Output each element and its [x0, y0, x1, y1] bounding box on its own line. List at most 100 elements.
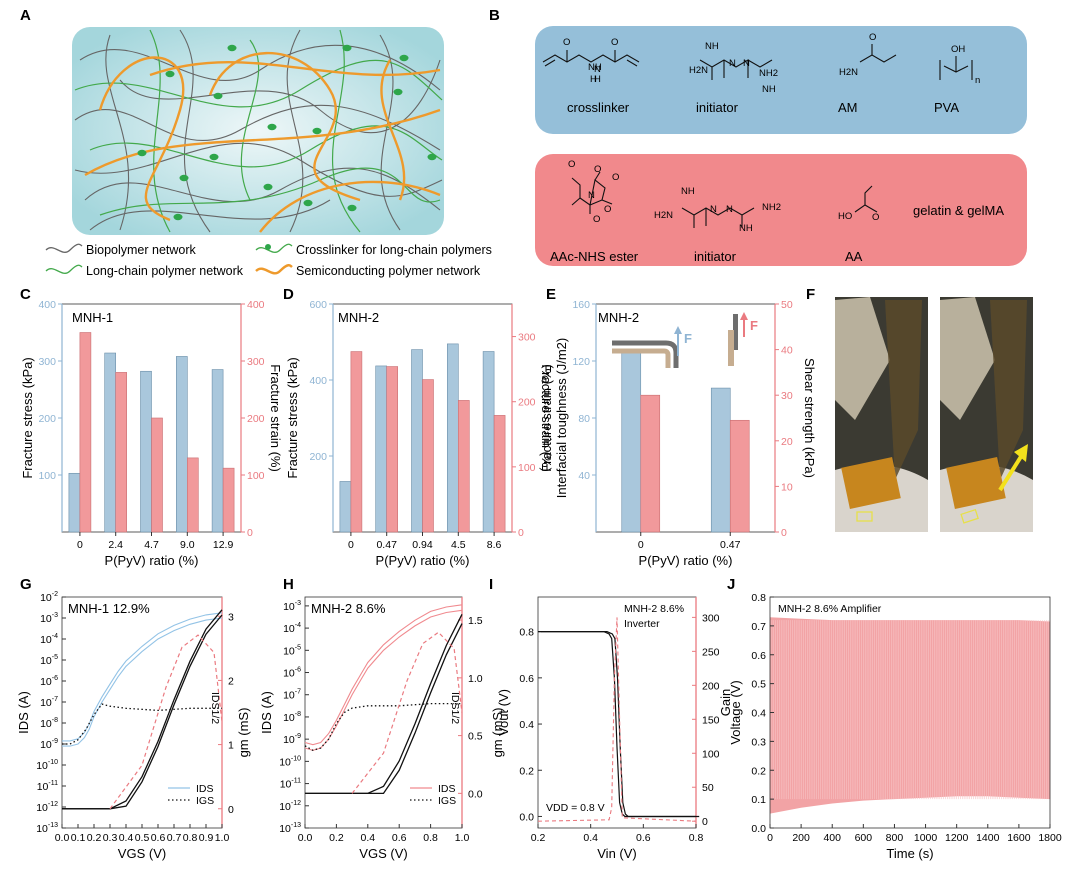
crosslinker-node [213, 92, 223, 100]
photo-bright-area [835, 297, 890, 420]
legend-swatch-long-chain [45, 264, 83, 274]
atom-label: H2N [654, 210, 673, 221]
x-tick-label: 0.47 [720, 539, 741, 551]
tick-exponent: -2 [52, 591, 58, 598]
atom-label: NH [739, 223, 753, 234]
y-tick-label-right: 300 [518, 332, 536, 344]
y-tick-label-left: 0.0 [519, 811, 534, 823]
y-tick-label-left: 10-9 [283, 733, 301, 746]
bar-right [79, 332, 92, 533]
x-tick-label: 0.2 [531, 832, 546, 844]
photo-highlight-box [960, 508, 979, 524]
bar-right [422, 379, 434, 533]
reagent-box-red [535, 154, 1027, 266]
y-axis-label-right: Fracture strain (%) [268, 364, 283, 472]
chart-title: MNH-1 12.9% [68, 601, 150, 616]
biopolymer-strand [89, 199, 331, 231]
x-tick-label: 0.7 [167, 832, 182, 844]
reagent-label: gelatin & gelMA [913, 203, 1004, 218]
y-tick-label-left: 10-6 [283, 667, 301, 680]
tick-exponent: -8 [52, 717, 58, 724]
x-axis-label: P(PyV) ratio (%) [376, 553, 470, 568]
x-tick-label: 12.9 [213, 539, 234, 551]
atom-label: O [594, 164, 601, 175]
crosslinker-node [165, 70, 175, 78]
tick-exponent: -6 [52, 675, 58, 682]
y-tick-label-left: 300 [38, 356, 56, 368]
inset-peel-hydrogel [612, 348, 671, 368]
tick-exponent: -7 [52, 696, 58, 703]
semiconducting-strand [208, 51, 361, 202]
y-tick-label-left: 10-12 [36, 801, 58, 814]
x-tick-label: 4.5 [451, 539, 466, 551]
series-ids [304, 609, 463, 751]
tick-exponent: -7 [295, 689, 301, 696]
atom-label: NH [681, 186, 695, 197]
chart-d: 0 0.47 0.94 4.5 8.6 200 400 600 0 100 200 300 MNH-2 P… [285, 299, 554, 568]
y-tick-label-right: 3 [228, 611, 234, 623]
x-tick-label: 0.4 [119, 832, 134, 844]
y-tick-label-left: 100 [38, 470, 56, 482]
legend-label-semiconducting: Semiconducting polymer network [296, 264, 481, 278]
crosslinker-node [227, 44, 237, 52]
legend-label-igs: IGS [438, 795, 456, 807]
x-tick-label: 0 [638, 539, 644, 551]
biopolymer-strand [79, 44, 441, 91]
x-tick-label: 1.0 [455, 832, 470, 844]
y-axis-label-right: Gain [718, 689, 733, 716]
tick-exponent: -11 [291, 778, 301, 785]
tick-exponent: -12 [48, 801, 58, 808]
series-vout [538, 631, 696, 818]
long-chain-strand [149, 29, 171, 233]
x-axis-label: VGS (V) [118, 846, 166, 861]
series-ids-reverse [304, 604, 463, 746]
bond [579, 179, 606, 206]
x-tick-label: 0 [767, 832, 773, 844]
pull-arrowhead [1014, 444, 1028, 462]
legend-label-ids: IDS [196, 783, 214, 795]
y-tick-label-left: 200 [38, 413, 56, 425]
x-tick-label: 0.2 [329, 832, 344, 844]
atom-label: H2N [689, 65, 708, 76]
biopolymer-strand [179, 29, 211, 233]
photo-device-pad [946, 457, 1006, 509]
series-ids [62, 617, 223, 747]
legend-label-crosslinker: Crosslinker for long-chain polymers [296, 243, 492, 257]
x-tick-label: 1600 [1007, 832, 1031, 844]
photo-device-cable [990, 300, 1027, 480]
y-tick-label-left: 10-2 [40, 591, 58, 604]
panel-label-i: I [489, 576, 493, 593]
bar-left [482, 351, 495, 533]
y-axis-label-left: Vout (V) [496, 689, 511, 736]
tick-exponent: -8 [295, 711, 301, 718]
y-tick-label-right: 50 [702, 782, 714, 794]
chart-title: MNH-2 8.6% Amplifier [778, 603, 882, 615]
y-tick-label-left: 10-5 [40, 654, 58, 667]
y-tick-label-right: 300 [247, 356, 265, 368]
atom-label: N [743, 58, 750, 69]
x-tick-label: 0 [77, 539, 83, 551]
chart-title: MNH-2 [598, 310, 639, 325]
atom-label: N [729, 58, 736, 69]
y-tick-label-left: 80 [578, 413, 590, 425]
bar-right [350, 351, 363, 533]
bar-left [375, 365, 388, 533]
series-gm [351, 631, 463, 794]
x-tick-label: 0.9 [199, 832, 214, 844]
tick-exponent: -9 [52, 738, 58, 745]
biopolymer-strand [119, 59, 441, 134]
x-tick-label: 0 [348, 539, 354, 551]
y-tick-label: 0.1 [751, 794, 766, 806]
x-tick-label: 400 [823, 832, 841, 844]
crosslinker-node [393, 88, 403, 96]
inset-shear-adherend [733, 314, 738, 350]
y-tick-label-right: 0 [228, 804, 234, 816]
curve-annotation: IDS1/2 [209, 692, 221, 724]
y-tick-label: 0.7 [751, 621, 766, 633]
y-tick-label: 0.4 [751, 708, 766, 720]
bond [626, 59, 638, 67]
legend-node [265, 244, 271, 250]
crosslinker-node [137, 149, 147, 157]
panel-f-photos [835, 297, 1033, 532]
chart-i: 0.2 0.4 0.6 0.8 0.0 0.2 0.4 0.6 0.8 0 50 100 150 200 2… [496, 596, 733, 861]
